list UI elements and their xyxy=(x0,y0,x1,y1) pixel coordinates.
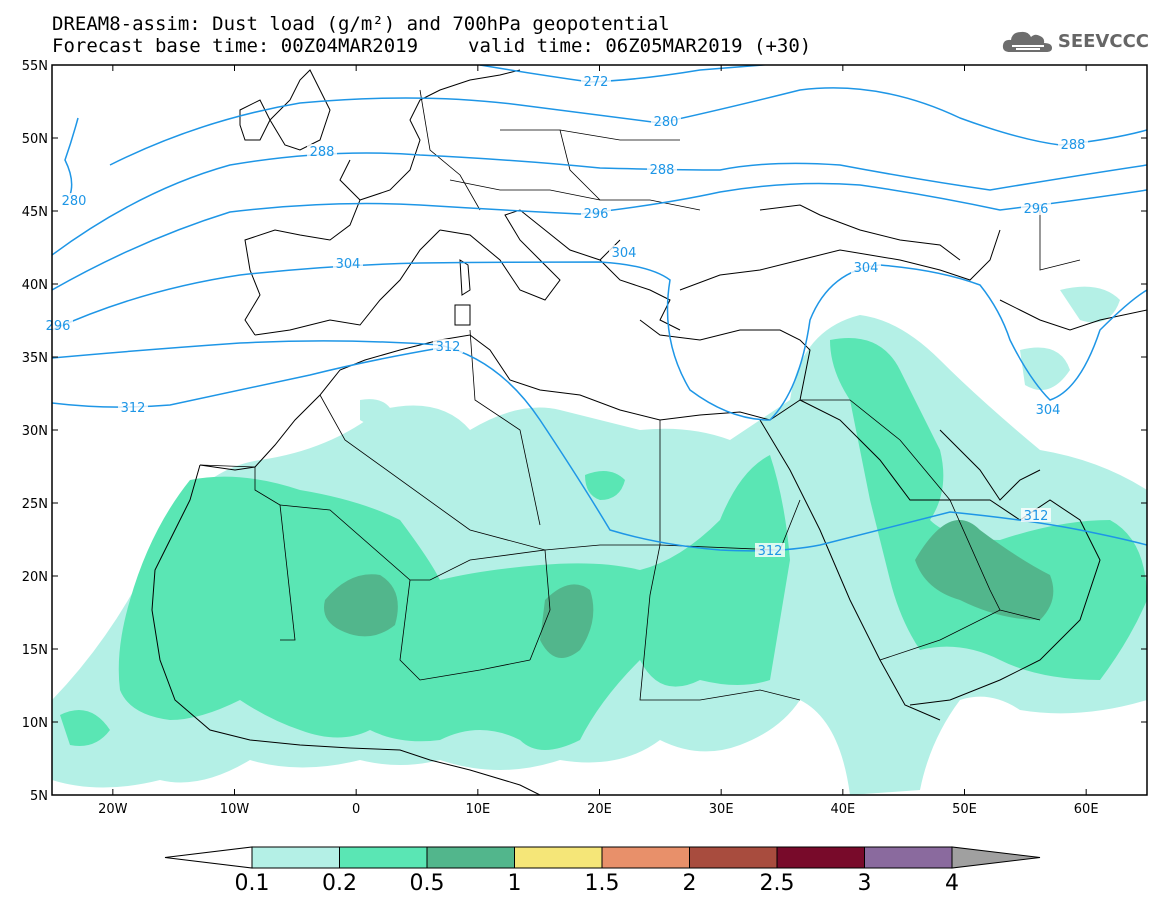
lon-label: 60E xyxy=(1074,802,1099,817)
lat-label: 5N xyxy=(30,789,48,804)
base-time: Forecast base time: 00Z04MAR2019 xyxy=(52,35,419,57)
contour-label-bg xyxy=(581,74,611,88)
contour-label-bg xyxy=(1021,508,1051,522)
lat-label: 15N xyxy=(22,643,48,658)
contour-label: 296 xyxy=(1024,202,1049,217)
contour-label: 304 xyxy=(1036,403,1061,418)
contour-label-bg xyxy=(755,543,785,557)
map-title: DREAM8-assim: Dust load (g/m²) and 700hP… xyxy=(52,13,670,35)
contour-label-bg xyxy=(59,193,89,207)
colorbar-segment xyxy=(601,846,690,869)
contour-label-bg xyxy=(609,245,639,259)
lon-label: 50E xyxy=(952,802,977,817)
country-borders xyxy=(199,89,1081,701)
lon-label: 10E xyxy=(465,802,490,817)
dust-layer-0.5 xyxy=(324,520,1054,658)
contour-label-bg xyxy=(581,206,611,220)
contour-label: 280 xyxy=(654,115,679,130)
lon-label: 20W xyxy=(98,802,128,817)
contour-label: 312 xyxy=(758,544,783,559)
lon-label: 20E xyxy=(587,802,612,817)
colorbar-segment xyxy=(339,846,428,869)
contour-label: 296 xyxy=(584,207,609,222)
cloud-icon xyxy=(1002,31,1052,52)
contour-label-bg xyxy=(333,256,363,270)
contour-label: 304 xyxy=(854,261,879,276)
contour-label-bg xyxy=(1058,137,1088,151)
lon-label: 30E xyxy=(709,802,734,817)
coastlines xyxy=(151,69,1147,795)
contour-label-bg xyxy=(647,162,677,176)
lat-label: 50N xyxy=(22,132,48,147)
colorbar-tick-label: 4 xyxy=(945,871,959,896)
lat-label: 25N xyxy=(22,497,48,512)
contour-label: 272 xyxy=(584,75,609,90)
lat-label: 55N xyxy=(22,59,48,74)
contour-label-bg xyxy=(1033,402,1063,416)
valid-time: valid time: 06Z05MAR2019 (+30) xyxy=(468,35,812,57)
colorbar-max-arrow xyxy=(951,846,1041,869)
contour-label: 288 xyxy=(650,163,675,178)
contour-label-bg xyxy=(433,339,463,353)
dust-layer-0.2 xyxy=(60,338,1147,750)
contour-label: 296 xyxy=(46,319,71,334)
contour-label-bg xyxy=(851,260,881,274)
contour-label: 280 xyxy=(62,194,87,209)
contour-label-bg xyxy=(651,114,681,128)
logo-text: SEEVCCC xyxy=(1057,30,1149,52)
contour-label: 304 xyxy=(612,246,637,261)
colorbar-segment xyxy=(514,846,603,869)
contour-label: 312 xyxy=(436,340,461,355)
colorbar-segment xyxy=(776,846,865,869)
contour-label: 288 xyxy=(310,145,335,160)
colorbar-tick-label: 3 xyxy=(858,871,872,896)
seevccc-logo: SEEVCCC xyxy=(1002,28,1149,54)
contour-label: 312 xyxy=(1024,509,1049,524)
colorbar-tick-label: 0.2 xyxy=(322,871,357,896)
contour-labels: 272 280 280 288 288 288 296 296 296 304 304 304 304 3… xyxy=(43,74,1088,559)
contour-label: 288 xyxy=(1061,138,1086,153)
colorbar-tick-label: 1 xyxy=(508,871,522,896)
lat-label: 45N xyxy=(22,205,48,220)
contour-label: 304 xyxy=(336,257,361,272)
lon-label: 0 xyxy=(352,802,360,817)
map-subtitle: Forecast base time: 00Z04MAR2019 valid ti… xyxy=(52,36,811,56)
contour-label-bg xyxy=(43,318,73,332)
lat-label: 20N xyxy=(22,570,48,585)
colorbar-segment xyxy=(864,846,953,869)
dust-colorbar: 0.1 0.2 0.5 1 1.5 2 2.5 3 4 xyxy=(164,846,1041,896)
colorbar-tick-label: 1.5 xyxy=(585,871,620,896)
colorbar-min-arrow xyxy=(164,846,253,869)
longitude-axis: 20W 10W 0 10E 20E 30E 40E 50E 60E xyxy=(98,65,1099,817)
lon-label: 40E xyxy=(830,802,855,817)
lon-label: 10W xyxy=(220,802,250,817)
colorbar-segment xyxy=(426,846,515,869)
colorbar-segment xyxy=(251,846,340,869)
colorbar-tick-label: 2.5 xyxy=(760,871,795,896)
lat-label: 35N xyxy=(22,351,48,366)
lat-label: 30N xyxy=(22,424,48,439)
colorbar-segment xyxy=(689,846,778,869)
contour-label-bg xyxy=(307,144,337,158)
latitude-axis: 55N 50N 45N 40N 35N 30N 25N 20N 15N 10N 5N xyxy=(22,59,1147,804)
lat-label: 40N xyxy=(22,278,48,293)
contour-label-bg xyxy=(118,400,148,414)
colorbar-tick-label: 0.1 xyxy=(235,871,270,896)
colorbar-tick-label: 2 xyxy=(683,871,697,896)
contour-label-bg xyxy=(1021,201,1051,215)
lat-label: 10N xyxy=(22,716,48,731)
colorbar-tick-label: 0.5 xyxy=(410,871,445,896)
contour-label: 312 xyxy=(121,401,146,416)
